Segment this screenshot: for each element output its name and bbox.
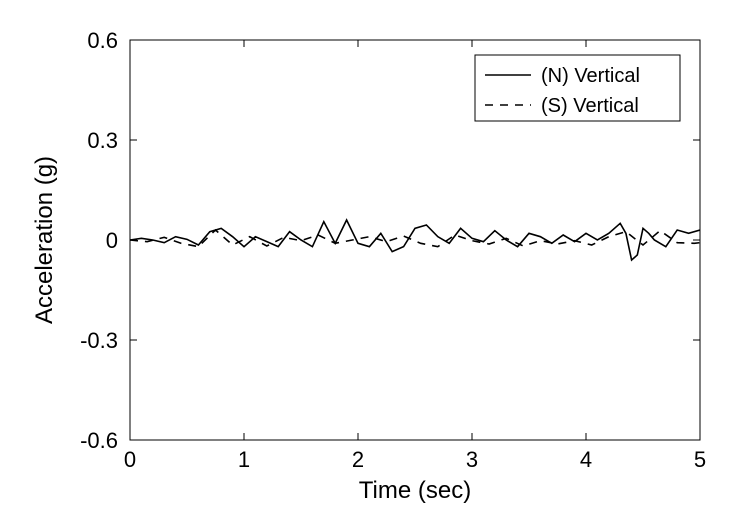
y-tick-label: 0 [106, 228, 118, 253]
y-tick-label: -0.6 [80, 428, 118, 453]
legend-label: (N) Vertical [541, 65, 640, 87]
x-tick-label: 1 [238, 447, 250, 472]
y-tick-label: 0.6 [87, 28, 118, 53]
x-tick-label: 0 [124, 447, 136, 472]
y-axis-label: Acceleration (g) [31, 156, 58, 324]
y-tick-label: 0.3 [87, 128, 118, 153]
x-tick-label: 2 [352, 447, 364, 472]
y-tick-label: -0.3 [80, 328, 118, 353]
chart-container: 0 1 2 3 4 5 -0.6 -0.3 0 0.3 0.6 Time (sec) Accelerat… [0, 0, 750, 514]
x-axis-label: Time (sec) [359, 477, 471, 504]
legend-label: (S) Vertical [541, 95, 639, 117]
acceleration-chart: 0 1 2 3 4 5 -0.6 -0.3 0 0.3 0.6 Time (sec) Accelerat… [0, 0, 750, 514]
x-tick-label: 3 [466, 447, 478, 472]
x-tick-label: 4 [580, 447, 592, 472]
x-tick-label: 5 [694, 447, 706, 472]
